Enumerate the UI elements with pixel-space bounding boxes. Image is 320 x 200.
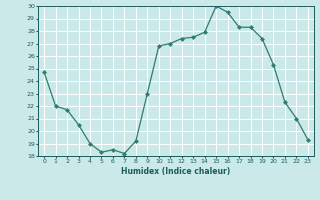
X-axis label: Humidex (Indice chaleur): Humidex (Indice chaleur) [121, 167, 231, 176]
